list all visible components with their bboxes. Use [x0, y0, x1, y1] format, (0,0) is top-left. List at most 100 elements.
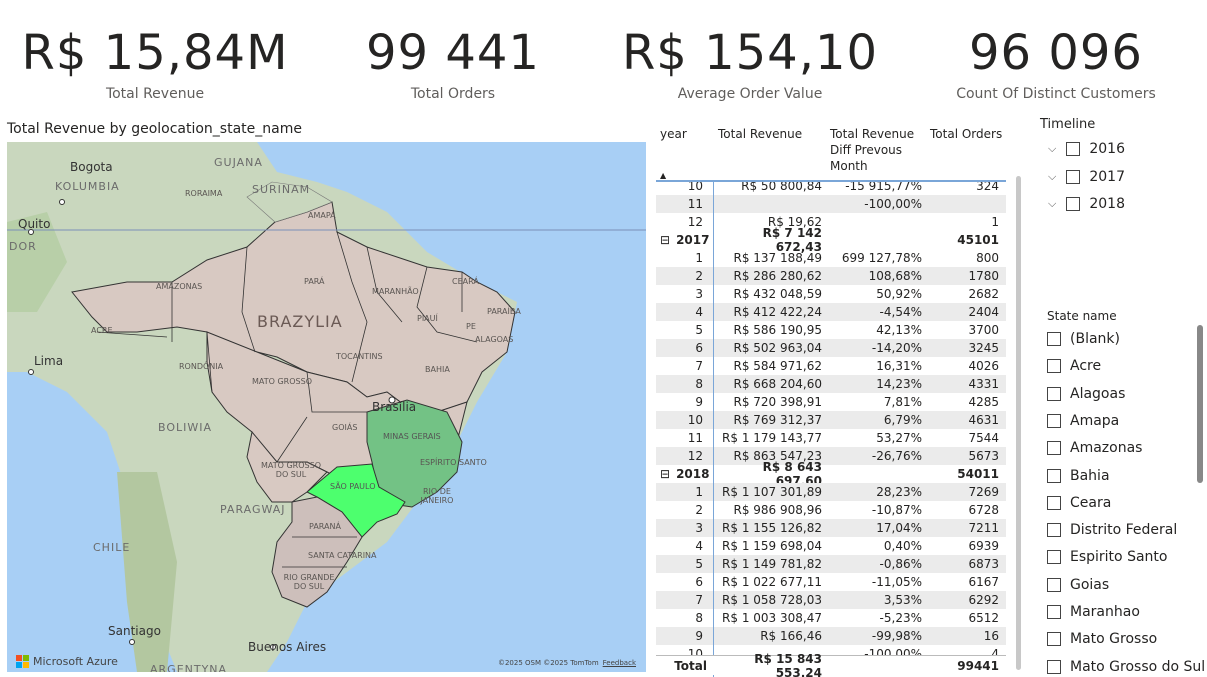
- feedback-link[interactable]: Feedback: [602, 659, 636, 667]
- chevron-down-icon[interactable]: ⌵: [1048, 197, 1057, 210]
- state-item[interactable]: Ceara: [1047, 495, 1111, 511]
- label-guiana: GUJANA: [214, 156, 263, 169]
- state-item[interactable]: Maranhao: [1047, 604, 1140, 620]
- matrix-row: 2 R$ 986 908,96 -10,87% 6728: [656, 501, 1006, 519]
- state-slicer-title: State name: [1047, 309, 1117, 323]
- timeline-item-2018[interactable]: ⌵ 2018: [1048, 196, 1125, 212]
- header-year[interactable]: year: [660, 127, 687, 141]
- state-slicer-scrollbar[interactable]: [1197, 325, 1203, 483]
- state-item[interactable]: (Blank): [1047, 331, 1120, 347]
- checkbox[interactable]: [1047, 577, 1061, 592]
- kpi-total-orders: 99 441 Total Orders: [308, 22, 598, 103]
- cell-c1: 10: [687, 413, 703, 427]
- cell-c3: 16,31%: [876, 359, 922, 373]
- matrix-row: 6 R$ 1 022 677,11 -11,05% 6167: [656, 573, 1006, 591]
- collapse-icon[interactable]: ⊟: [660, 233, 671, 247]
- revenue-map[interactable]: AMAZONAS PARÁ BRAZYLIA MARANHÃO CEARÁ PI…: [7, 142, 646, 672]
- checkbox[interactable]: [1047, 386, 1061, 401]
- timeline-slicer-title: Timeline: [1040, 117, 1096, 132]
- checkbox[interactable]: [1047, 468, 1061, 483]
- checkbox[interactable]: [1047, 441, 1061, 456]
- header-total-revenue[interactable]: Total Revenue: [718, 127, 803, 141]
- checkbox[interactable]: [1047, 550, 1061, 565]
- matrix-rows: 10 R$ 50 800,84 -15 915,77% 324 11 -100,00% 12…: [656, 182, 1006, 677]
- label-bahia: BAHIA: [425, 365, 450, 374]
- total-label: Total: [674, 658, 707, 673]
- label-piaui: PIAUÍ: [417, 314, 438, 323]
- total-orders: 99441: [957, 658, 999, 673]
- kpi-value: 96 096: [969, 25, 1143, 81]
- checkbox[interactable]: [1047, 632, 1061, 647]
- kpi-label: Average Order Value: [677, 86, 823, 102]
- checkbox[interactable]: [1047, 605, 1061, 619]
- timeline-item-2016[interactable]: ⌵ 2016: [1048, 141, 1125, 157]
- revenue-matrix[interactable]: year Total Revenue Total Revenue Diff Pr…: [656, 120, 1026, 677]
- state-item-label: Distrito Federal: [1070, 522, 1178, 539]
- label-dor: DOR: [9, 240, 37, 253]
- attribution-text: ©2025 OSM ©2025 TomTom: [497, 659, 599, 667]
- cell-c3: 17,04%: [876, 521, 922, 535]
- header-revenue-diff[interactable]: Total Revenue Diff Prevous Month: [830, 127, 915, 173]
- state-item[interactable]: Bahia: [1047, 468, 1110, 484]
- collapse-icon[interactable]: ⊟: [660, 467, 671, 481]
- label-minas-gerais: MINAS GERAIS: [383, 432, 441, 441]
- state-item[interactable]: Amapa: [1047, 413, 1119, 429]
- state-item[interactable]: Goias: [1047, 577, 1109, 593]
- andes-shade: [117, 472, 177, 672]
- sort-ascending-icon[interactable]: ▲: [660, 171, 667, 180]
- label-buenos-aires: Buenos Aires: [248, 640, 327, 654]
- matrix-scrollbar[interactable]: [1016, 176, 1021, 670]
- label-amapa: AMAPÁ: [308, 211, 336, 220]
- cell-c1: 5: [695, 323, 703, 337]
- cell-c3: -14,20%: [871, 341, 922, 355]
- kpi-label: Total Orders: [410, 86, 496, 102]
- checkbox[interactable]: [1066, 142, 1081, 156]
- matrix-row: 7 R$ 1 058 728,03 3,53% 6292: [656, 591, 1006, 609]
- state-item-label: Alagoas: [1070, 385, 1126, 402]
- kpi-value: 99 441: [366, 25, 540, 81]
- state-item[interactable]: Acre: [1047, 358, 1101, 374]
- chevron-down-icon[interactable]: ⌵: [1048, 170, 1057, 183]
- chevron-down-icon[interactable]: ⌵: [1048, 142, 1057, 155]
- checkbox[interactable]: [1047, 523, 1061, 538]
- checkbox[interactable]: [1047, 495, 1061, 510]
- label-argentyna: ARGENTYNA: [150, 663, 228, 672]
- cell-c2: R$ 1 003 308,47: [722, 611, 822, 625]
- checkbox[interactable]: [1047, 332, 1061, 346]
- cell-c1: 6: [695, 575, 703, 589]
- timeline-item-2017[interactable]: ⌵ 2017: [1048, 169, 1125, 185]
- cell-c4: 3245: [968, 341, 999, 355]
- label-parana: PARANÁ: [309, 522, 341, 531]
- matrix-total-row: Total R$ 15 843 553,24 99441: [656, 652, 1006, 677]
- cell-c2: R$ 584 971,62: [733, 359, 823, 373]
- land-extra-west: [7, 212, 67, 312]
- state-item[interactable]: Mato Grosso do Sul: [1047, 659, 1205, 675]
- cell-c4: 4285: [968, 395, 999, 409]
- state-item[interactable]: Alagoas: [1047, 386, 1125, 402]
- checkbox[interactable]: [1066, 170, 1081, 184]
- cell-c3: 699 127,78%: [841, 251, 922, 265]
- state-item[interactable]: Distrito Federal: [1047, 522, 1177, 538]
- cell-c1: 1: [695, 485, 703, 499]
- cell-c2: R$ 166,46: [760, 629, 822, 643]
- kpi-label: Total Revenue: [105, 86, 205, 102]
- matrix-header: year Total Revenue Total Revenue Diff Pr…: [656, 120, 1006, 182]
- map-canvas[interactable]: [7, 142, 646, 672]
- cell-c3: 53,27%: [876, 431, 922, 445]
- state-item[interactable]: Mato Grosso: [1047, 631, 1157, 647]
- checkbox[interactable]: [1047, 359, 1061, 374]
- state-item[interactable]: Amazonas: [1047, 440, 1142, 456]
- kpi-label: Count Of Distinct Customers: [956, 86, 1156, 102]
- checkbox[interactable]: [1066, 197, 1081, 211]
- checkbox[interactable]: [1047, 413, 1061, 428]
- matrix-row: 5 R$ 1 149 781,82 -0,86% 6873: [656, 555, 1006, 573]
- cell-c4: 7544: [968, 431, 999, 445]
- brasilia-marker: [388, 396, 396, 404]
- matrix-row: 10 R$ 769 312,37 6,79% 4631: [656, 411, 1006, 429]
- checkbox[interactable]: [1047, 659, 1061, 674]
- header-total-orders[interactable]: Total Orders: [930, 127, 1003, 141]
- matrix-group-row: ⊟ 2017 R$ 7 142 672,43 45101: [656, 226, 1006, 254]
- cell-c4: 45101: [957, 233, 999, 247]
- state-item[interactable]: Espirito Santo: [1047, 549, 1167, 565]
- cell-c2: R$ 502 963,04: [733, 341, 823, 355]
